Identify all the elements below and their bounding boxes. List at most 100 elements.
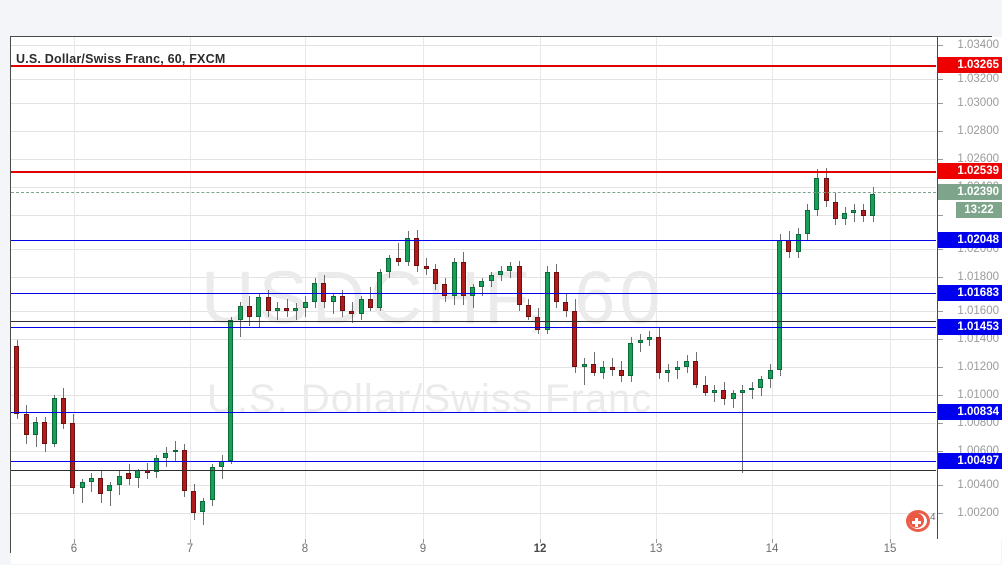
candle-body[interactable] bbox=[302, 301, 308, 308]
candle-body[interactable] bbox=[628, 343, 634, 376]
candle-body[interactable] bbox=[451, 262, 457, 296]
candle-body[interactable] bbox=[312, 282, 318, 302]
resistance-line-102539[interactable] bbox=[11, 171, 936, 173]
candle-body[interactable] bbox=[42, 421, 48, 444]
last-price-badge[interactable]: 1.02390 bbox=[938, 184, 1002, 200]
candle-body[interactable] bbox=[758, 378, 764, 388]
candle-body[interactable] bbox=[200, 501, 206, 512]
candle-body[interactable] bbox=[191, 490, 197, 514]
last-price-line[interactable] bbox=[11, 192, 936, 193]
candle-body[interactable] bbox=[581, 363, 587, 367]
candle-body[interactable] bbox=[572, 310, 578, 367]
candle-body[interactable] bbox=[804, 210, 810, 234]
candle-body[interactable] bbox=[228, 319, 234, 462]
level-100497-badge[interactable]: 1.00497 bbox=[938, 453, 1002, 469]
candle-body[interactable] bbox=[98, 477, 104, 494]
candle-body[interactable] bbox=[767, 369, 773, 379]
candle-body[interactable] bbox=[544, 272, 550, 330]
candle-body[interactable] bbox=[507, 266, 513, 271]
candle-body[interactable] bbox=[488, 275, 494, 282]
candle-body[interactable] bbox=[646, 337, 652, 341]
candle-body[interactable] bbox=[823, 177, 829, 202]
candle-body[interactable] bbox=[637, 340, 643, 344]
candle-body[interactable] bbox=[786, 239, 792, 252]
chart-plot-area[interactable]: USDCHF, 60 U.S. Dollar/Swiss Franc bbox=[11, 37, 936, 539]
resistance-line-103265[interactable] bbox=[11, 65, 936, 67]
candle-body[interactable] bbox=[163, 452, 169, 459]
candle-body[interactable] bbox=[851, 210, 857, 214]
level-100834-badge[interactable]: 1.00834 bbox=[938, 404, 1002, 420]
candle-body[interactable] bbox=[237, 306, 243, 320]
candle-body[interactable] bbox=[609, 366, 615, 370]
candle-body[interactable] bbox=[414, 238, 420, 267]
candle-body[interactable] bbox=[693, 360, 699, 385]
candle-body[interactable] bbox=[553, 272, 559, 302]
candle-body[interactable] bbox=[358, 298, 364, 314]
candle-body[interactable] bbox=[246, 306, 252, 317]
candle-body[interactable] bbox=[591, 363, 597, 373]
support-line-101683[interactable] bbox=[11, 293, 936, 295]
candle-body[interactable] bbox=[665, 369, 671, 373]
candle-body[interactable] bbox=[600, 366, 606, 373]
candle-body[interactable] bbox=[516, 266, 522, 305]
candle-body[interactable] bbox=[618, 369, 624, 376]
candle-body[interactable] bbox=[870, 194, 876, 217]
candle-body[interactable] bbox=[284, 307, 290, 311]
candle-body[interactable] bbox=[795, 233, 801, 252]
candle-body[interactable] bbox=[535, 316, 541, 330]
candle-body[interactable] bbox=[377, 272, 383, 308]
level-101683-badge[interactable]: 1.01683 bbox=[938, 285, 1002, 301]
candle-body[interactable] bbox=[739, 390, 745, 394]
candle-body[interactable] bbox=[684, 360, 690, 367]
candle-body[interactable] bbox=[88, 477, 94, 483]
time-axis[interactable]: 6 7 8 9 12 13 14 15 bbox=[11, 539, 1001, 564]
candle-body[interactable] bbox=[116, 476, 122, 485]
candle-body[interactable] bbox=[711, 390, 717, 394]
candle-body[interactable] bbox=[274, 307, 280, 311]
support-line-101453[interactable] bbox=[11, 327, 936, 329]
candle-body[interactable] bbox=[860, 210, 866, 217]
candle-body[interactable] bbox=[721, 390, 727, 400]
candle-body[interactable] bbox=[339, 296, 345, 311]
candle-body[interactable] bbox=[470, 287, 476, 296]
candle-body[interactable] bbox=[814, 177, 820, 211]
candle-body[interactable] bbox=[730, 393, 736, 400]
candle-body[interactable] bbox=[126, 473, 132, 480]
candle-body[interactable] bbox=[386, 257, 392, 273]
level-102048-badge[interactable]: 1.02048 bbox=[938, 232, 1002, 248]
candle-body[interactable] bbox=[498, 270, 504, 276]
candle-body[interactable] bbox=[172, 449, 178, 453]
level-101453-badge[interactable]: 1.01453 bbox=[938, 319, 1002, 335]
resistance-level-2-badge[interactable]: 1.02539 bbox=[938, 163, 1002, 179]
candle-body[interactable] bbox=[256, 297, 262, 317]
price-axis[interactable]: 1.034001.032001.030001.028001.026001.024… bbox=[937, 37, 1002, 539]
candle-body[interactable] bbox=[656, 337, 662, 373]
candle-body[interactable] bbox=[209, 467, 215, 500]
candle-body[interactable] bbox=[367, 298, 373, 308]
candle-body[interactable] bbox=[460, 262, 466, 296]
candle-body[interactable] bbox=[33, 421, 39, 435]
candle-body[interactable] bbox=[674, 366, 680, 370]
candle-body[interactable] bbox=[525, 304, 531, 317]
candle-body[interactable] bbox=[23, 414, 29, 435]
candle-body[interactable] bbox=[79, 482, 85, 488]
candle-body[interactable] bbox=[135, 470, 141, 478]
candle-body[interactable] bbox=[395, 257, 401, 263]
support-line-100497[interactable] bbox=[11, 461, 936, 463]
candle-body[interactable] bbox=[702, 384, 708, 394]
support-line-102048[interactable] bbox=[11, 240, 936, 242]
boundary-line-upper[interactable] bbox=[11, 321, 936, 323]
candle-body[interactable] bbox=[777, 239, 783, 370]
candle-body[interactable] bbox=[70, 422, 76, 488]
candle-body[interactable] bbox=[107, 484, 113, 491]
resistance-level-1-badge[interactable]: 1.03265 bbox=[938, 57, 1002, 73]
candle-body[interactable] bbox=[293, 307, 299, 311]
candle-body[interactable] bbox=[832, 201, 838, 220]
boundary-line-lower[interactable] bbox=[11, 470, 936, 472]
candle-body[interactable] bbox=[14, 346, 20, 415]
candle-body[interactable] bbox=[442, 284, 448, 296]
candle-body[interactable] bbox=[265, 297, 271, 311]
candle-body[interactable] bbox=[330, 296, 336, 302]
candle-body[interactable] bbox=[60, 397, 66, 425]
candle-body[interactable] bbox=[749, 387, 755, 391]
